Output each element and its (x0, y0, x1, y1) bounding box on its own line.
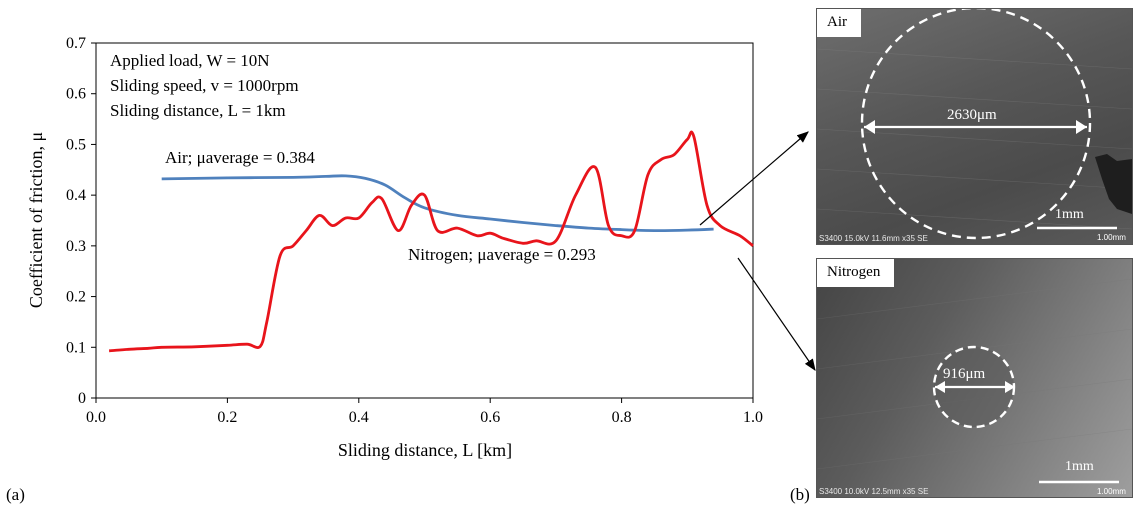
y-tick-label: 0.6 (66, 86, 86, 103)
air-scale-value: 1.00mm (1097, 233, 1126, 242)
condition-speed: Sliding speed, v = 1000rpm (110, 76, 299, 95)
panel-a-label: (a) (6, 485, 25, 504)
y-tick-label: 0.7 (66, 35, 86, 52)
nitrogen-sem-info: S3400 10.0kV 12.5mm x35 SE (819, 487, 929, 496)
x-tick-label: 0.2 (217, 409, 237, 426)
air-scale-label: 1mm (1055, 207, 1084, 222)
air-panel-label: Air (817, 9, 861, 37)
air-sem-info: S3400 15.0kV 11.6mm x35 SE (819, 234, 928, 243)
x-tick-label: 0.0 (86, 409, 106, 426)
nitrogen-series-line (109, 130, 754, 353)
condition-distance: Sliding distance, L = 1km (110, 101, 286, 120)
x-tick-label: 0.4 (349, 409, 369, 426)
nitrogen-scale-value: 1.00mm (1097, 487, 1126, 496)
condition-load: Applied load, W = 10N (110, 51, 270, 70)
y-tick-label: 0.2 (66, 289, 86, 306)
y-tick-label: 0.4 (66, 187, 86, 204)
x-tick-label: 0.8 (612, 409, 632, 426)
air-wear-scar (817, 9, 1132, 240)
air-scar-outline (860, 9, 1092, 240)
conditions-box: Applied load, W = 10N Sliding speed, v =… (110, 51, 299, 120)
nitrogen-series-label: Nitrogen; μaverage = 0.293 (408, 245, 596, 264)
air-callout-arrow (699, 131, 809, 226)
y-tick-label: 0.3 (66, 238, 86, 255)
x-axis-label: Sliding distance, L [km] (338, 440, 512, 460)
nitrogen-panel-label: Nitrogen (817, 259, 895, 287)
y-tick-label: 0.1 (66, 339, 86, 356)
nitrogen-scale-label: 1mm (1065, 459, 1094, 474)
sem-image-nitrogen: Nitrogen 916μm 1mm 1.00mm S3400 10.0kV 1… (816, 258, 1133, 498)
x-tick-label: 1.0 (743, 409, 763, 426)
sem-image-air: Air 2630μm 1mm 1.00mm S3400 15.0kV 11.6m… (816, 8, 1133, 245)
nitrogen-callout-arrow (737, 257, 816, 371)
y-axis-label: Coefficient of friction, μ (26, 132, 46, 308)
nitrogen-wear-scar (817, 278, 1132, 484)
air-measurement: 2630μm (947, 107, 997, 123)
y-tick-label: 0 (78, 390, 86, 407)
panel-b-label: (b) (790, 485, 810, 504)
x-tick-label: 0.6 (480, 409, 500, 426)
debris-patch (1095, 154, 1132, 214)
y-tick-label: 0.5 (66, 136, 86, 153)
plot-frame (95, 42, 754, 399)
air-series-line (161, 174, 714, 233)
nitrogen-measurement: 916μm (943, 366, 986, 382)
air-series-label: Air; μaverage = 0.384 (165, 148, 315, 167)
